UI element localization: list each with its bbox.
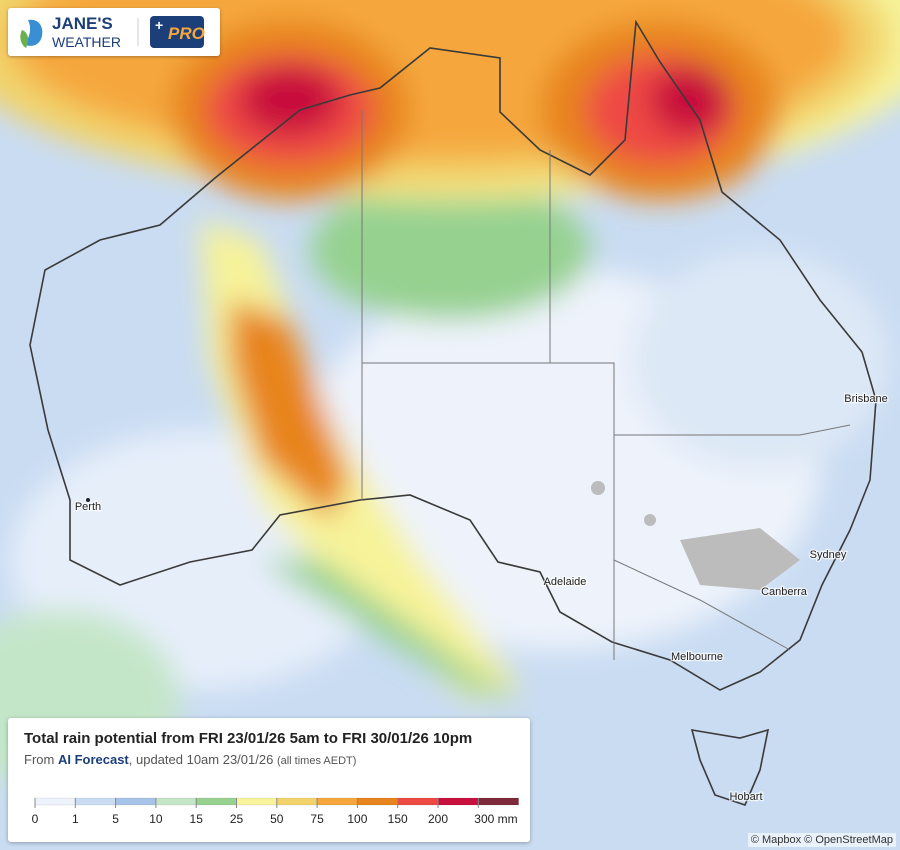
legend-swatch <box>316 797 358 806</box>
legend-tick-label: 50 <box>270 812 284 826</box>
legend-swatch <box>478 797 519 806</box>
city-labels: Perth Adelaide Melbourne Canberra Sydney… <box>74 392 889 805</box>
legend-tick-label: 200 <box>428 812 448 826</box>
city-label: Brisbane <box>844 393 887 405</box>
subtitle-part: From <box>24 752 58 767</box>
panel-subtitle: From AI Forecast, updated 10am 23/01/26 … <box>24 752 356 767</box>
legend-swatch <box>276 797 318 806</box>
city-label: Canberra <box>761 586 808 598</box>
legend-swatch <box>357 797 398 806</box>
tasmania-coast <box>690 728 770 806</box>
legend-swatch <box>115 797 157 806</box>
city-label: Perth <box>75 501 101 513</box>
city-label: Hobart <box>729 791 762 803</box>
rain-field <box>0 0 900 790</box>
legend-tick-label: 300 mm <box>474 812 517 826</box>
legend-swatch <box>195 797 237 806</box>
subtitle-part: , updated 10am 23/01/26 <box>128 752 277 767</box>
legend: 0 1 5 10 15 25 50 75 100 150 200 300 mm <box>32 797 519 826</box>
dry-patches <box>591 481 800 590</box>
legend-tick-label: 150 <box>388 812 408 826</box>
legend-tick-label: 15 <box>190 812 204 826</box>
logo-line2: WEATHER <box>52 34 121 50</box>
legend-tick-label: 0 <box>32 812 39 826</box>
legend-swatch <box>437 797 479 806</box>
legend-tick-label: 75 <box>310 812 324 826</box>
city-label: Adelaide <box>544 576 587 588</box>
legend-tick-label: 10 <box>149 812 163 826</box>
legend-tick-label: 25 <box>230 812 244 826</box>
panel-title: Total rain potential from FRI 23/01/26 5… <box>24 730 473 747</box>
legend-tick-label: 5 <box>112 812 119 826</box>
state-borders <box>361 110 851 660</box>
legend-swatch <box>397 797 439 806</box>
australia-coast <box>29 19 877 691</box>
subtitle-source: AI Forecast <box>57 752 129 767</box>
legend-swatch <box>75 797 116 806</box>
city-label: Melbourne <box>671 651 723 663</box>
subtitle-note: (all times AEDT) <box>276 755 357 767</box>
logo-art: JANE'S WEATHER PRO + <box>20 14 205 50</box>
legend-swatch <box>34 797 76 806</box>
legend-panel: Total rain potential from FRI 23/01/26 5… <box>8 718 530 842</box>
logo-line1: JANE'S <box>52 14 113 33</box>
legend-swatch <box>155 797 197 806</box>
attribution[interactable]: © Mapbox © OpenStreetMap <box>747 833 896 847</box>
logo-badge: PRO <box>168 24 205 43</box>
svg-text:+: + <box>155 17 163 33</box>
logo[interactable]: JANE'S WEATHER PRO + <box>8 8 220 56</box>
legend-swatch <box>236 797 278 806</box>
legend-tick-label: 100 <box>347 812 367 826</box>
city-label: Sydney <box>810 549 847 561</box>
legend-tick-label: 1 <box>72 812 79 826</box>
